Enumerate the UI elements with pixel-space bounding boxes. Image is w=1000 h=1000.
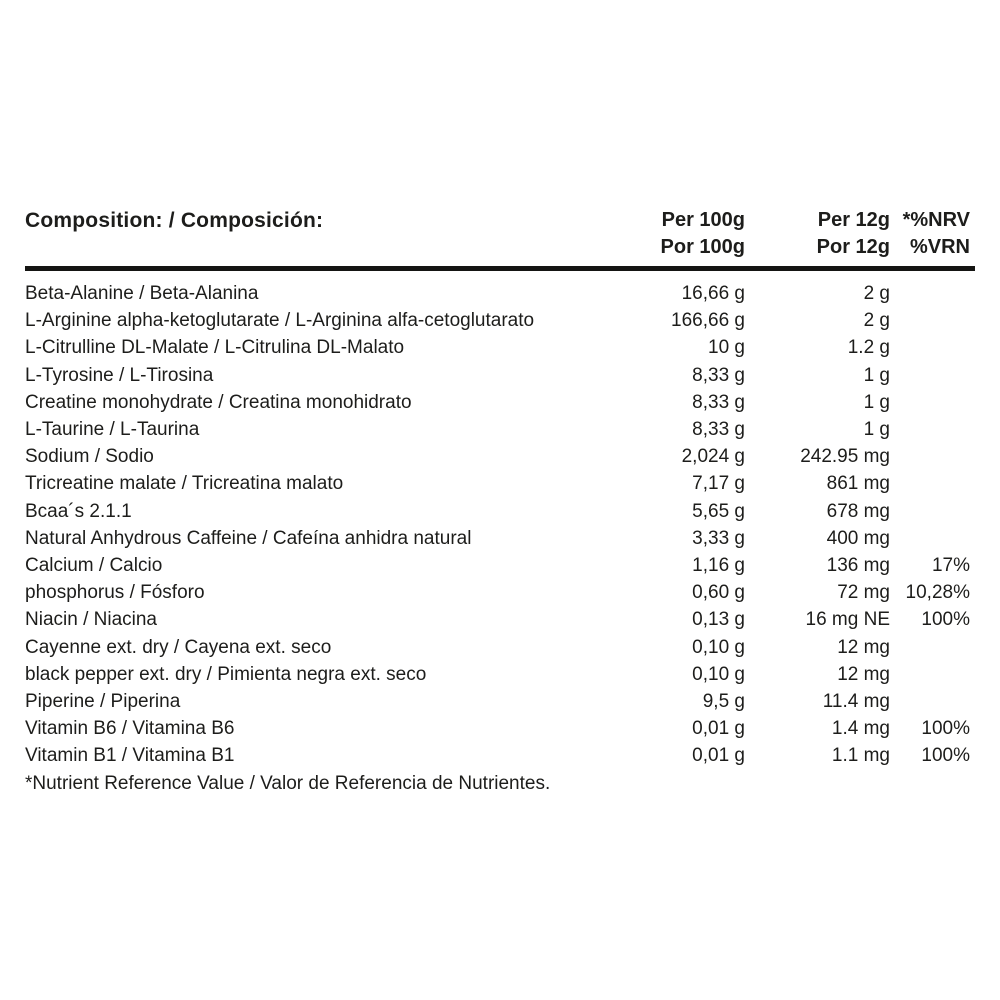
table-row: Natural Anhydrous Caffeine / Cafeína anh…	[25, 525, 975, 552]
table-row: Vitamin B1 / Vitamina B1 0,01 g 1.1 mg 1…	[25, 742, 975, 769]
value-per-100g: 9,5 g	[702, 691, 745, 713]
table-row: L-Citrulline DL-Malate / L-Citrulina DL-…	[25, 334, 975, 361]
table-row: Niacin / Niacina 0,13 g 16 mg NE 100%	[25, 606, 975, 633]
value-per-100g: 3,33 g	[692, 527, 745, 549]
column-header-line-es: Por 12g	[816, 236, 890, 258]
table-row: Bcaa´s 2.1.1 5,65 g 678 mg	[25, 498, 975, 525]
column-header-line-en: *%NRV	[902, 209, 970, 231]
column-header-line-es: %VRN	[909, 236, 970, 258]
value-per-12g: 1 g	[863, 391, 890, 413]
column-header-per-100g: Per 100g Por 100g	[615, 207, 745, 261]
table-row: Piperine / Piperina 9,5 g 11.4 mg	[25, 688, 975, 715]
ingredient-name: Creatine monohydrate / Creatina monohidr…	[25, 391, 412, 413]
ingredient-name: Beta-Alanine / Beta-Alanina	[25, 283, 259, 304]
value-per-12g: 1.4 mg	[831, 718, 890, 740]
table-row: Creatine monohydrate / Creatina monohidr…	[25, 389, 975, 416]
value-per-100g: 2,024 g	[681, 446, 745, 468]
ingredient-name: Cayenne ext. dry / Cayena ext. seco	[25, 636, 332, 658]
value-per-100g: 0,01 g	[692, 718, 745, 740]
ingredient-name: Vitamin B1 / Vitamina B1	[25, 745, 235, 767]
value-per-100g: 8,33 g	[692, 419, 745, 441]
column-header-line-en: Per 12g	[817, 209, 890, 231]
table-header: Composition: / Composición: Per 100g Por…	[25, 207, 975, 261]
value-per-12g: 1 g	[863, 419, 890, 441]
table-row: Cayenne ext. dry / Cayena ext. seco 0,10…	[25, 634, 975, 661]
composition-table: Composition: / Composición: Per 100g Por…	[25, 207, 975, 797]
column-header-line-en: Per 100g	[661, 209, 745, 231]
value-per-100g: 0,60 g	[692, 582, 745, 604]
column-header-line-es: Por 100g	[660, 236, 745, 258]
footnote: *Nutrient Reference Value / Valor de Ref…	[25, 772, 551, 794]
table-row: Sodium / Sodio 2,024 g 242.95 mg	[25, 443, 975, 470]
table-title: Composition: / Composición:	[25, 209, 324, 232]
value-nrv: 17%	[931, 555, 970, 577]
ingredient-name: L-Arginine alpha-ketoglutarate / L-Argin…	[25, 310, 535, 332]
value-per-12g: 1.2 g	[847, 337, 890, 359]
value-per-100g: 0,13 g	[692, 609, 745, 631]
value-per-12g: 1.1 mg	[831, 745, 890, 767]
ingredient-name: L-Citrulline DL-Malate / L-Citrulina DL-…	[25, 337, 405, 359]
ingredient-name: L-Tyrosine / L-Tirosina	[25, 364, 214, 386]
ingredient-name: Piperine / Piperina	[25, 691, 181, 713]
value-per-12g: 12 mg	[837, 663, 890, 685]
table-row: Calcium / Calcio 1,16 g 136 mg 17%	[25, 552, 975, 579]
value-per-12g: 2 g	[863, 310, 890, 332]
value-per-100g: 8,33 g	[692, 364, 745, 386]
value-per-12g: 11.4 mg	[822, 691, 890, 713]
value-per-12g: 242.95 mg	[800, 446, 890, 468]
table-row: Beta-Alanine / Beta-Alanina 16,66 g 2 g	[25, 280, 975, 307]
value-per-100g: 7,17 g	[692, 473, 745, 495]
table-row: Vitamin B6 / Vitamina B6 0,01 g 1.4 mg 1…	[25, 715, 975, 742]
value-per-12g: 72 mg	[837, 582, 890, 604]
ingredient-name: phosphorus / Fósforo	[25, 582, 205, 604]
ingredient-name: L-Taurine / L-Taurina	[25, 419, 200, 441]
ingredient-name: Natural Anhydrous Caffeine / Cafeína anh…	[25, 527, 472, 549]
value-per-12g: 12 mg	[837, 636, 890, 658]
table-body: Beta-Alanine / Beta-Alanina 16,66 g 2 g …	[25, 280, 975, 770]
value-per-100g: 0,10 g	[692, 636, 745, 658]
value-per-12g: 136 mg	[826, 555, 890, 577]
table-row: phosphorus / Fósforo 0,60 g 72 mg 10,28%	[25, 579, 975, 606]
ingredient-name: Vitamin B6 / Vitamina B6	[25, 718, 235, 740]
ingredient-name: Calcium / Calcio	[25, 555, 163, 577]
value-per-100g: 0,01 g	[692, 745, 745, 767]
value-per-12g: 400 mg	[826, 527, 890, 549]
value-per-12g: 678 mg	[826, 500, 890, 522]
value-per-100g: 16,66 g	[681, 283, 745, 304]
table-row: black pepper ext. dry / Pimienta negra e…	[25, 661, 975, 688]
table-row: L-Tyrosine / L-Tirosina 8,33 g 1 g	[25, 362, 975, 389]
value-per-100g: 0,10 g	[692, 663, 745, 685]
value-nrv: 100%	[921, 718, 970, 740]
value-per-100g: 10 g	[708, 337, 745, 359]
value-per-100g: 5,65 g	[692, 500, 745, 522]
value-nrv: 10,28%	[905, 582, 970, 604]
ingredient-name: Bcaa´s 2.1.1	[25, 500, 132, 522]
column-header-nrv: *%NRV %VRN	[890, 207, 975, 261]
column-header-per-12g: Per 12g Por 12g	[745, 207, 890, 261]
table-row: L-Arginine alpha-ketoglutarate / L-Argin…	[25, 307, 975, 334]
value-nrv: 100%	[921, 745, 970, 767]
table-row: Tricreatine malate / Tricreatina malato …	[25, 470, 975, 497]
ingredient-name: Sodium / Sodio	[25, 446, 154, 468]
header-divider	[25, 266, 975, 271]
value-per-12g: 16 mg NE	[805, 609, 890, 631]
ingredient-name: Tricreatine malate / Tricreatina malato	[25, 473, 344, 495]
table-row: L-Taurine / L-Taurina 8,33 g 1 g	[25, 416, 975, 443]
value-per-12g: 861 mg	[826, 473, 890, 495]
ingredient-name: black pepper ext. dry / Pimienta negra e…	[25, 663, 427, 685]
value-per-100g: 1,16 g	[692, 555, 745, 577]
value-per-100g: 8,33 g	[692, 391, 745, 413]
ingredient-name: Niacin / Niacina	[25, 609, 157, 631]
value-per-12g: 1 g	[863, 364, 890, 386]
value-nrv: 100%	[921, 609, 970, 631]
value-per-12g: 2 g	[863, 283, 890, 304]
value-per-100g: 166,66 g	[671, 310, 745, 332]
